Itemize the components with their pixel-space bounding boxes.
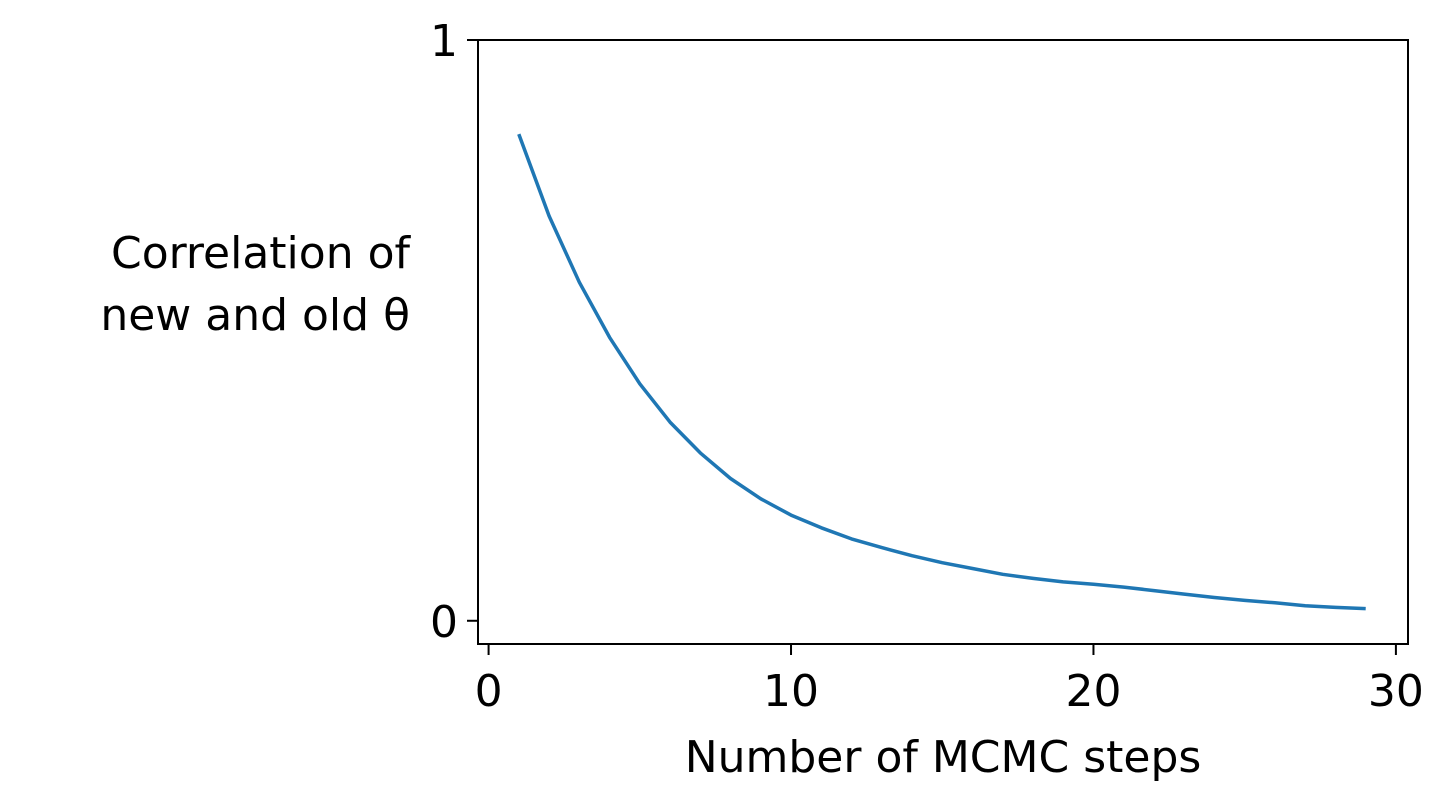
x-tick-label: 20 bbox=[1065, 666, 1121, 717]
plot-frame bbox=[477, 39, 1409, 645]
x-tick-label: 0 bbox=[475, 666, 503, 717]
plot-area bbox=[517, 133, 1366, 611]
y-axis-label-line-2: new and old θ bbox=[100, 290, 410, 341]
axes: 0 10 20 30 0 1 bbox=[430, 16, 1424, 717]
series-line bbox=[517, 133, 1366, 611]
x-axis-label: Number of MCMC steps bbox=[685, 732, 1202, 783]
x-tick-label: 30 bbox=[1368, 666, 1424, 717]
y-axis-label-line-1: Correlation of bbox=[111, 228, 412, 279]
y-tick-label: 0 bbox=[430, 597, 458, 648]
y-tick-label: 1 bbox=[430, 16, 458, 67]
x-tick-label: 10 bbox=[763, 666, 819, 717]
